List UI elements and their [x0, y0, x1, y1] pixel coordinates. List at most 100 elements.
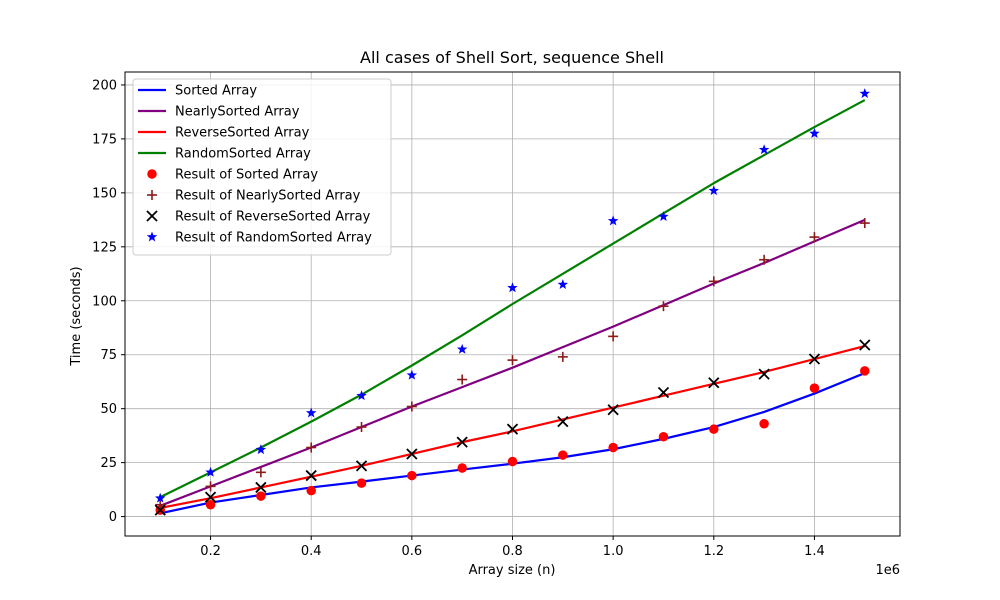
fit-line-2: [160, 345, 866, 510]
legend-label-result-1: Result of NearlySorted Array: [175, 189, 361, 204]
x-tick-label-2: 0.6: [402, 544, 423, 559]
result-point-1-4: [356, 422, 367, 433]
y-tick-label-1: 25: [100, 456, 117, 471]
x-axis-offset-label: 1e6: [875, 563, 900, 578]
result-point-2-11: [708, 377, 720, 389]
legend-marker-2: [146, 210, 158, 222]
result-point-2-0: [154, 504, 166, 516]
result-point-1-7: [507, 355, 518, 366]
result-point-3-0: [155, 492, 166, 503]
x-tick-label-5: 1.2: [703, 544, 724, 559]
result-point-3-1: [205, 466, 216, 477]
result-point-1-1: [205, 481, 216, 492]
result-point-0-6: [457, 463, 467, 473]
result-point-0-13: [809, 383, 820, 393]
result-point-3-5: [406, 369, 418, 380]
result-point-3-12: [758, 144, 770, 155]
result-point-1-13: [809, 232, 820, 243]
result-point-0-4: [356, 478, 367, 488]
result-point-3-4: [356, 390, 367, 401]
result-point-0-3: [306, 485, 316, 496]
y-tick-label-7: 175: [92, 132, 117, 147]
chart-title: All cases of Shell Sort, sequence Shell: [360, 48, 664, 67]
result-point-0-1: [205, 499, 216, 510]
result-point-0-8: [558, 450, 568, 460]
result-point-2-1: [204, 491, 217, 503]
result-point-2-2: [255, 481, 267, 494]
result-point-2-6: [456, 436, 468, 448]
result-point-1-11: [708, 276, 719, 287]
y-tick-label-8: 200: [92, 78, 117, 93]
result-point-0-12: [759, 419, 769, 429]
legend-label-fit-0: Sorted Array: [175, 84, 257, 99]
result-point-3-9: [607, 215, 619, 226]
result-point-2-12: [758, 368, 770, 380]
result-point-0-2: [256, 491, 266, 501]
legend: Sorted Array NearlySorted Array ReverseSor…: [132, 78, 392, 256]
result-point-3-7: [507, 282, 518, 293]
y-axis-title: Time (seconds): [69, 266, 84, 366]
result-point-1-2: [255, 467, 266, 478]
y-axis: 0 25 50 75 100 125 150 175 200: [92, 78, 125, 525]
result-point-1-12: [759, 254, 770, 265]
legend-marker-0: [147, 169, 157, 179]
result-point-3-2: [255, 444, 267, 455]
result-point-1-8: [557, 351, 568, 362]
result-point-0-7: [507, 456, 518, 467]
x-tick-label-0: 0.2: [200, 544, 221, 559]
legend-label-fit-2: ReverseSorted Array: [175, 126, 310, 141]
result-point-1-6: [457, 374, 468, 385]
x-tick-label-1: 0.4: [301, 544, 322, 559]
result-point-1-10: [658, 301, 669, 312]
y-tick-label-6: 150: [92, 186, 117, 201]
result-point-3-10: [658, 211, 669, 222]
legend-label-fit-3: RandomSorted Array: [175, 147, 311, 162]
legend-box: [132, 78, 392, 256]
result-point-0-5: [407, 470, 417, 481]
fit-line-1: [159, 218, 866, 507]
result-point-2-13: [808, 353, 821, 365]
result-point-3-14: [859, 88, 870, 99]
result-point-2-7: [506, 423, 519, 435]
result-point-1-5: [406, 401, 417, 412]
result-point-1-3: [306, 442, 317, 453]
result-point-2-3: [305, 469, 317, 482]
x-tick-label-4: 1.0: [603, 544, 624, 559]
result-point-3-8: [557, 279, 569, 290]
x-tick-label-3: 0.8: [502, 544, 523, 559]
legend-label-fit-1: NearlySorted Array: [175, 105, 300, 120]
result-markers: [154, 88, 871, 516]
result-point-1-0: [155, 499, 166, 510]
legend-label-result-3: Result of RandomSorted Array: [175, 231, 372, 246]
result-point-2-8: [557, 415, 569, 428]
result-point-3-13: [809, 128, 820, 138]
result-point-2-10: [657, 386, 670, 399]
result-point-2-5: [406, 448, 418, 460]
result-point-0-9: [608, 442, 618, 453]
result-point-2-4: [355, 460, 368, 472]
result-point-0-10: [658, 431, 669, 442]
result-point-3-11: [708, 185, 720, 196]
x-tick-label-6: 1.4: [804, 544, 825, 559]
result-point-0-14: [860, 366, 870, 376]
x-axis-title: Array size (n): [469, 563, 556, 578]
result-point-1-9: [608, 331, 619, 342]
x-axis: 0.2 0.4 0.6 0.8 1.0 1.2 1.4: [200, 536, 825, 559]
y-tick-label-3: 75: [100, 348, 117, 363]
fit-line-3: [159, 99, 866, 499]
legend-marker-3: [146, 231, 158, 242]
result-point-2-9: [607, 404, 619, 416]
result-point-0-11: [709, 424, 719, 434]
result-point-1-14: [859, 218, 870, 229]
fit-lines: [159, 99, 866, 515]
y-tick-label-5: 125: [92, 240, 117, 255]
legend-label-result-2: Result of ReverseSorted Array: [175, 210, 371, 225]
y-tick-label-2: 50: [100, 402, 117, 417]
legend-label-result-0: Result of Sorted Array: [175, 168, 318, 183]
result-point-2-14: [859, 339, 871, 351]
legend-marker-1: [147, 190, 157, 200]
y-tick-label-0: 0: [109, 510, 117, 525]
result-point-3-3: [305, 407, 317, 418]
result-point-3-6: [456, 343, 468, 354]
